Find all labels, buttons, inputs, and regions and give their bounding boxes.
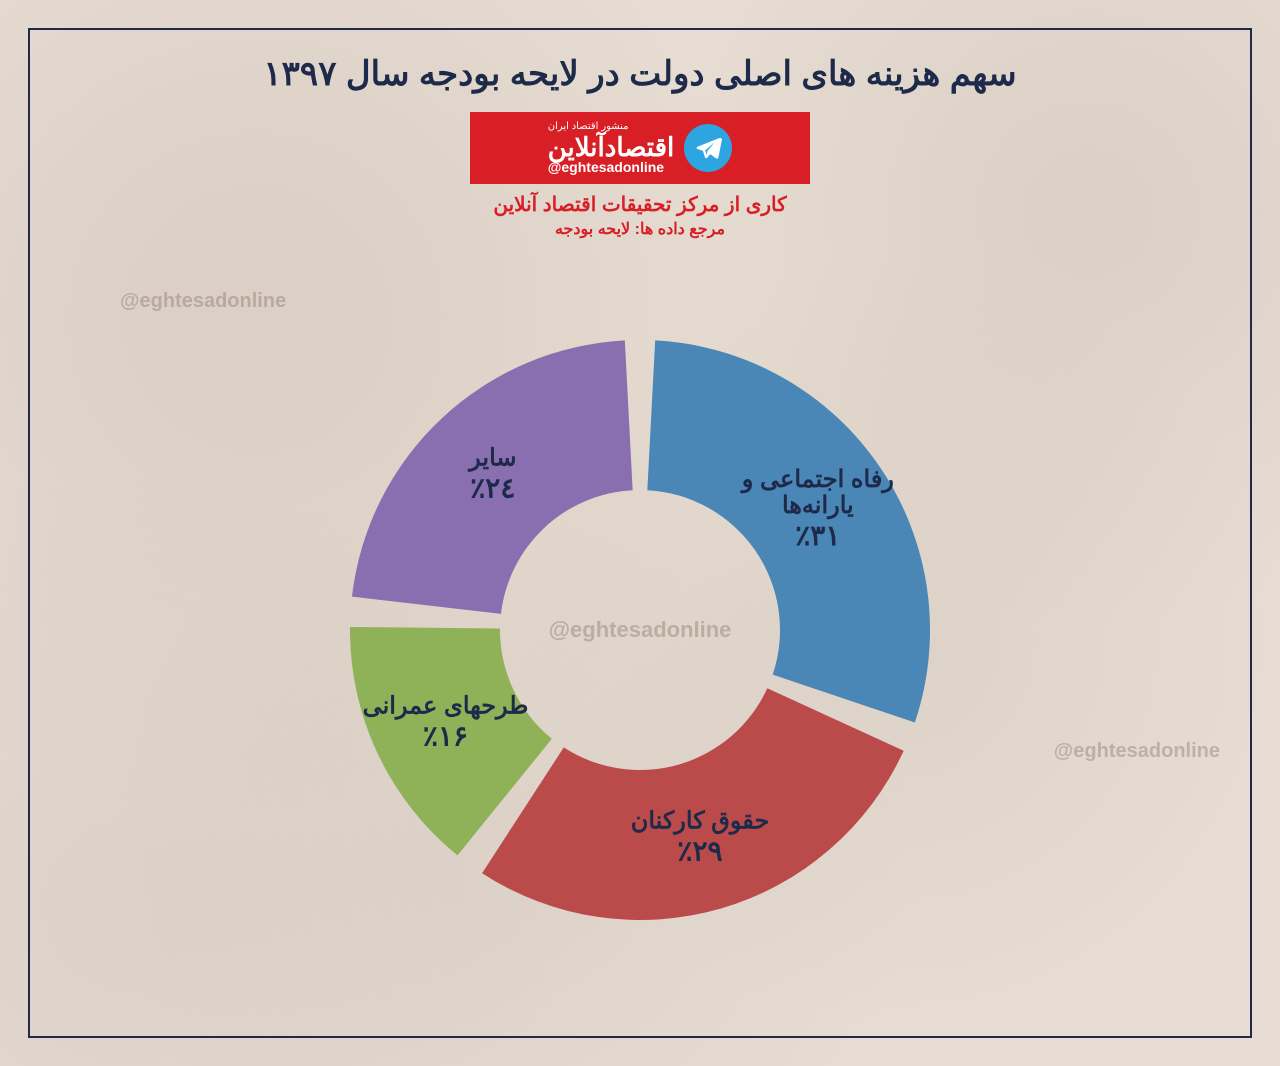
logo-main-text: اقتصادآنلاین — [548, 134, 675, 160]
logo-small-text: منشور اقتصاد ایران — [548, 122, 629, 132]
logo-handle: @eghtesadonline — [548, 160, 664, 174]
watermark-center: @eghtesadonline — [549, 617, 732, 643]
chart-title: سهم هزینه های اصلی دولت در لایحه بودجه س… — [0, 54, 1280, 94]
slice-percent: ٪۲۹ — [677, 835, 722, 866]
slice-percent: ٪۳۱ — [795, 520, 840, 551]
slice-label: طرحهای عمرانی — [363, 693, 529, 721]
slice-label: سایر — [467, 444, 516, 472]
telegram-icon — [684, 124, 732, 172]
donut-slice — [647, 340, 930, 722]
watermark: @eghtesadonline — [120, 290, 286, 313]
slice-label: حقوق کارکنان — [631, 807, 770, 835]
donut-slice — [482, 688, 904, 920]
watermark: @eghtesadonline — [1054, 740, 1220, 763]
slice-percent: ٪۲٤ — [470, 472, 515, 503]
slice-label: رفاه اجتماعی و — [740, 466, 894, 494]
donut-chart: رفاه اجتماعی ویارانه‌ها٪۳۱حقوق کارکنان٪۲… — [330, 320, 950, 940]
source-logo-block: منشور اقتصاد ایران اقتصادآنلاین @eghtesa… — [470, 112, 810, 239]
slice-label: یارانه‌ها — [782, 492, 854, 520]
logo-subtitle-1: کاری از مرکز تحقیقات اقتصاد آنلاین — [470, 192, 810, 217]
slice-percent: ٪۱۶ — [423, 721, 468, 752]
logo-subtitle-2: مرجع داده ها: لایحه بودجه — [470, 219, 810, 239]
logo-banner: منشور اقتصاد ایران اقتصادآنلاین @eghtesa… — [470, 112, 810, 184]
